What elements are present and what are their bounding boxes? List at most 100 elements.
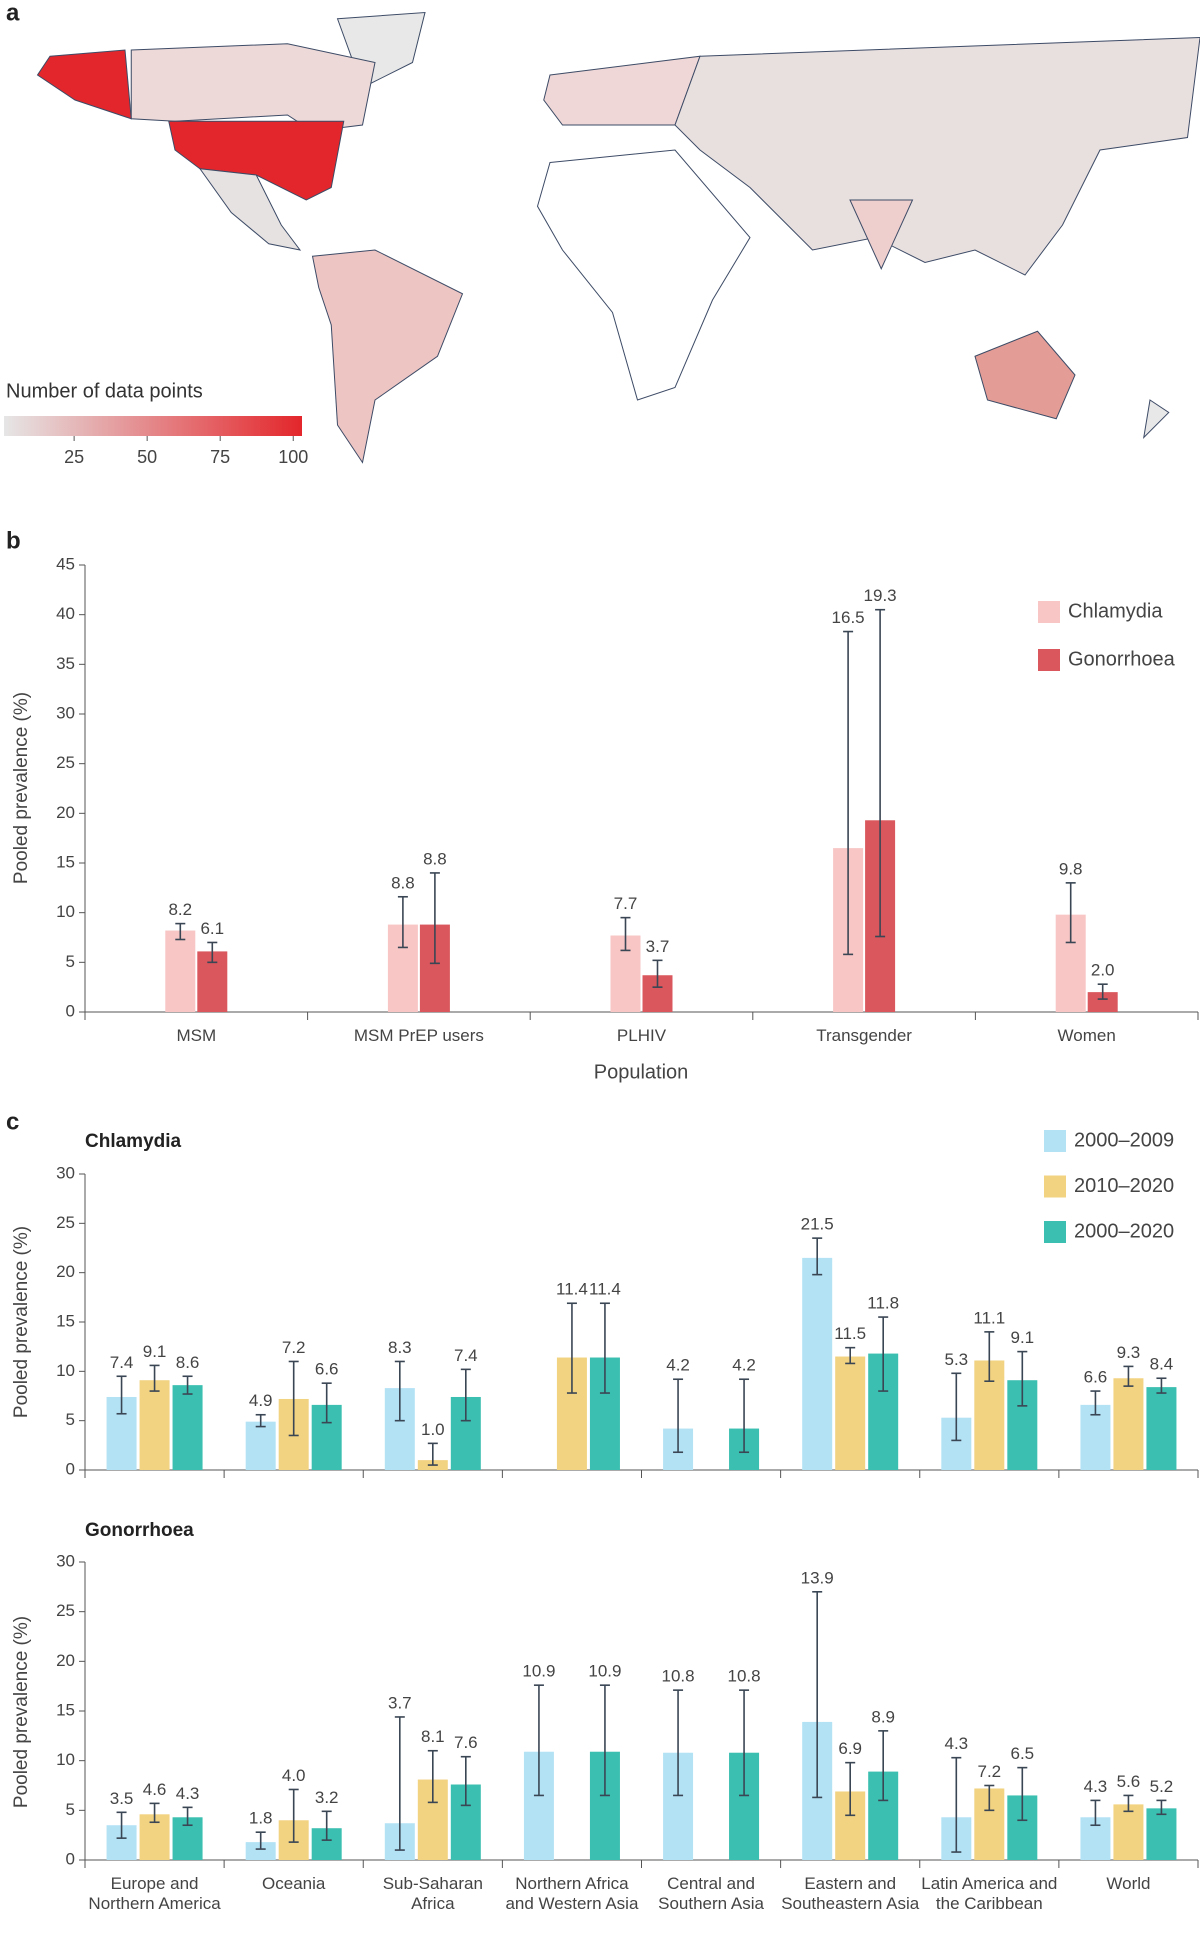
y-tick-label: 30 bbox=[56, 703, 75, 722]
value-label: 21.5 bbox=[801, 1215, 834, 1234]
land bbox=[168, 120, 345, 201]
value-label: 9.1 bbox=[1010, 1328, 1034, 1347]
y-tick-label: 10 bbox=[56, 902, 75, 921]
colorbar-tick-label: 25 bbox=[64, 447, 84, 467]
value-label: 6.6 bbox=[1084, 1368, 1108, 1387]
bar bbox=[1087, 992, 1118, 1012]
value-label: 7.7 bbox=[614, 894, 638, 913]
y-tick-label: 5 bbox=[66, 1800, 75, 1819]
legend-swatch bbox=[1044, 1130, 1066, 1152]
value-label: 4.6 bbox=[143, 1780, 167, 1799]
x-tick-label: Transgender bbox=[816, 1026, 912, 1045]
value-label: 8.3 bbox=[388, 1338, 412, 1357]
value-label: 11.5 bbox=[834, 1324, 866, 1343]
y-tick-label: 0 bbox=[66, 1459, 75, 1478]
value-label: 16.5 bbox=[832, 608, 865, 627]
x-tick-label-box: Northern Africa and Western Asia bbox=[505, 1874, 638, 1913]
bar bbox=[165, 930, 196, 1012]
panel-label: b bbox=[6, 527, 21, 554]
bar bbox=[835, 1356, 866, 1470]
colorbar-tick-label: 50 bbox=[137, 447, 157, 467]
legend-label: Gonorrhoea bbox=[1068, 648, 1176, 670]
value-label: 11.8 bbox=[867, 1294, 899, 1313]
bar bbox=[1113, 1378, 1144, 1470]
value-label: 7.2 bbox=[977, 1762, 1001, 1781]
y-tick-label: 25 bbox=[56, 753, 75, 772]
value-label: 4.2 bbox=[666, 1356, 690, 1375]
y-tick-label: 15 bbox=[56, 1311, 75, 1330]
value-label: 6.9 bbox=[838, 1739, 862, 1758]
value-label: 11.1 bbox=[973, 1308, 1005, 1327]
y-tick-label: 0 bbox=[66, 1849, 75, 1868]
bar bbox=[245, 1421, 276, 1470]
land bbox=[36, 49, 132, 120]
y-tick-label: 20 bbox=[56, 803, 75, 822]
chart-title: Chlamydia bbox=[85, 1131, 182, 1152]
bar bbox=[139, 1380, 170, 1470]
x-tick-label-box: Oceania bbox=[262, 1874, 326, 1893]
x-tick-label-box: Sub-Saharan Africa bbox=[383, 1874, 483, 1913]
colorbar-title: Number of data points bbox=[6, 380, 203, 402]
bar bbox=[1080, 1404, 1111, 1470]
value-label: 9.8 bbox=[1059, 859, 1083, 878]
legend-swatch bbox=[1044, 1175, 1066, 1198]
legend-label: 2010–2020 bbox=[1074, 1175, 1174, 1197]
value-label: 4.0 bbox=[282, 1766, 306, 1785]
value-label: 5.2 bbox=[1150, 1777, 1174, 1796]
value-label: 3.5 bbox=[110, 1789, 134, 1808]
value-label: 9.1 bbox=[143, 1342, 167, 1361]
y-tick-label: 30 bbox=[56, 1551, 75, 1570]
value-label: 3.2 bbox=[315, 1788, 339, 1807]
y-tick-label: 5 bbox=[66, 952, 75, 971]
value-label: 19.3 bbox=[864, 586, 897, 605]
x-tick-label-box: Women bbox=[1057, 1026, 1116, 1045]
legend-swatch bbox=[1038, 601, 1060, 623]
x-tick-label-box: MSM bbox=[176, 1026, 217, 1045]
land bbox=[311, 249, 464, 464]
value-label: 7.6 bbox=[454, 1733, 478, 1752]
value-label: 4.3 bbox=[1084, 1777, 1108, 1796]
x-tick-label: Women bbox=[1057, 1026, 1116, 1045]
value-label: 10.8 bbox=[728, 1667, 761, 1686]
value-label: 8.8 bbox=[391, 873, 415, 892]
value-label: 11.4 bbox=[589, 1280, 621, 1299]
land bbox=[198, 168, 302, 251]
value-label: 4.3 bbox=[944, 1734, 968, 1753]
x-tick-label-box: Europe and Northern America bbox=[88, 1874, 221, 1913]
value-label: 10.9 bbox=[588, 1662, 621, 1681]
y-tick-label: 0 bbox=[66, 1001, 75, 1020]
x-tick-label: PLHIV bbox=[616, 1026, 667, 1045]
y-tick-label: 15 bbox=[56, 1700, 75, 1719]
x-tick-label-box: Central and Southern Asia bbox=[658, 1874, 764, 1913]
value-label: 8.9 bbox=[871, 1707, 895, 1726]
land bbox=[536, 149, 751, 401]
legend-label: 2000–2020 bbox=[1074, 1220, 1174, 1242]
x-tick-label: MSM PrEP users bbox=[353, 1026, 484, 1045]
value-label: 7.4 bbox=[110, 1353, 134, 1372]
value-label: 4.3 bbox=[176, 1784, 200, 1803]
x-tick-label: Latin America and the Caribbean bbox=[921, 1874, 1058, 1913]
y-tick-label: 25 bbox=[56, 1213, 75, 1232]
x-tick-label: Europe and Northern America bbox=[88, 1874, 221, 1913]
value-label: 8.6 bbox=[176, 1353, 200, 1372]
land bbox=[674, 36, 1200, 276]
value-label: 8.4 bbox=[1150, 1355, 1174, 1374]
y-tick-label: 15 bbox=[56, 852, 75, 871]
x-tick-label-box: PLHIV bbox=[616, 1026, 667, 1045]
panel-label: c bbox=[6, 1108, 19, 1135]
value-label: 3.7 bbox=[388, 1693, 412, 1712]
legend-swatch bbox=[1044, 1221, 1066, 1243]
x-tick-label: Oceania bbox=[262, 1874, 326, 1893]
y-tick-label: 10 bbox=[56, 1361, 75, 1380]
bar bbox=[245, 1842, 276, 1860]
x-axis-label: Population bbox=[594, 1061, 689, 1083]
x-tick-label: MSM bbox=[176, 1026, 217, 1045]
chart-title: Gonorrhoea bbox=[85, 1520, 194, 1541]
land bbox=[974, 330, 1076, 420]
y-axis-label: Pooled prevalence (%) bbox=[11, 1616, 32, 1808]
value-label: 8.2 bbox=[168, 900, 192, 919]
land bbox=[849, 199, 914, 270]
bar bbox=[172, 1385, 203, 1470]
value-label: 3.7 bbox=[646, 937, 670, 956]
